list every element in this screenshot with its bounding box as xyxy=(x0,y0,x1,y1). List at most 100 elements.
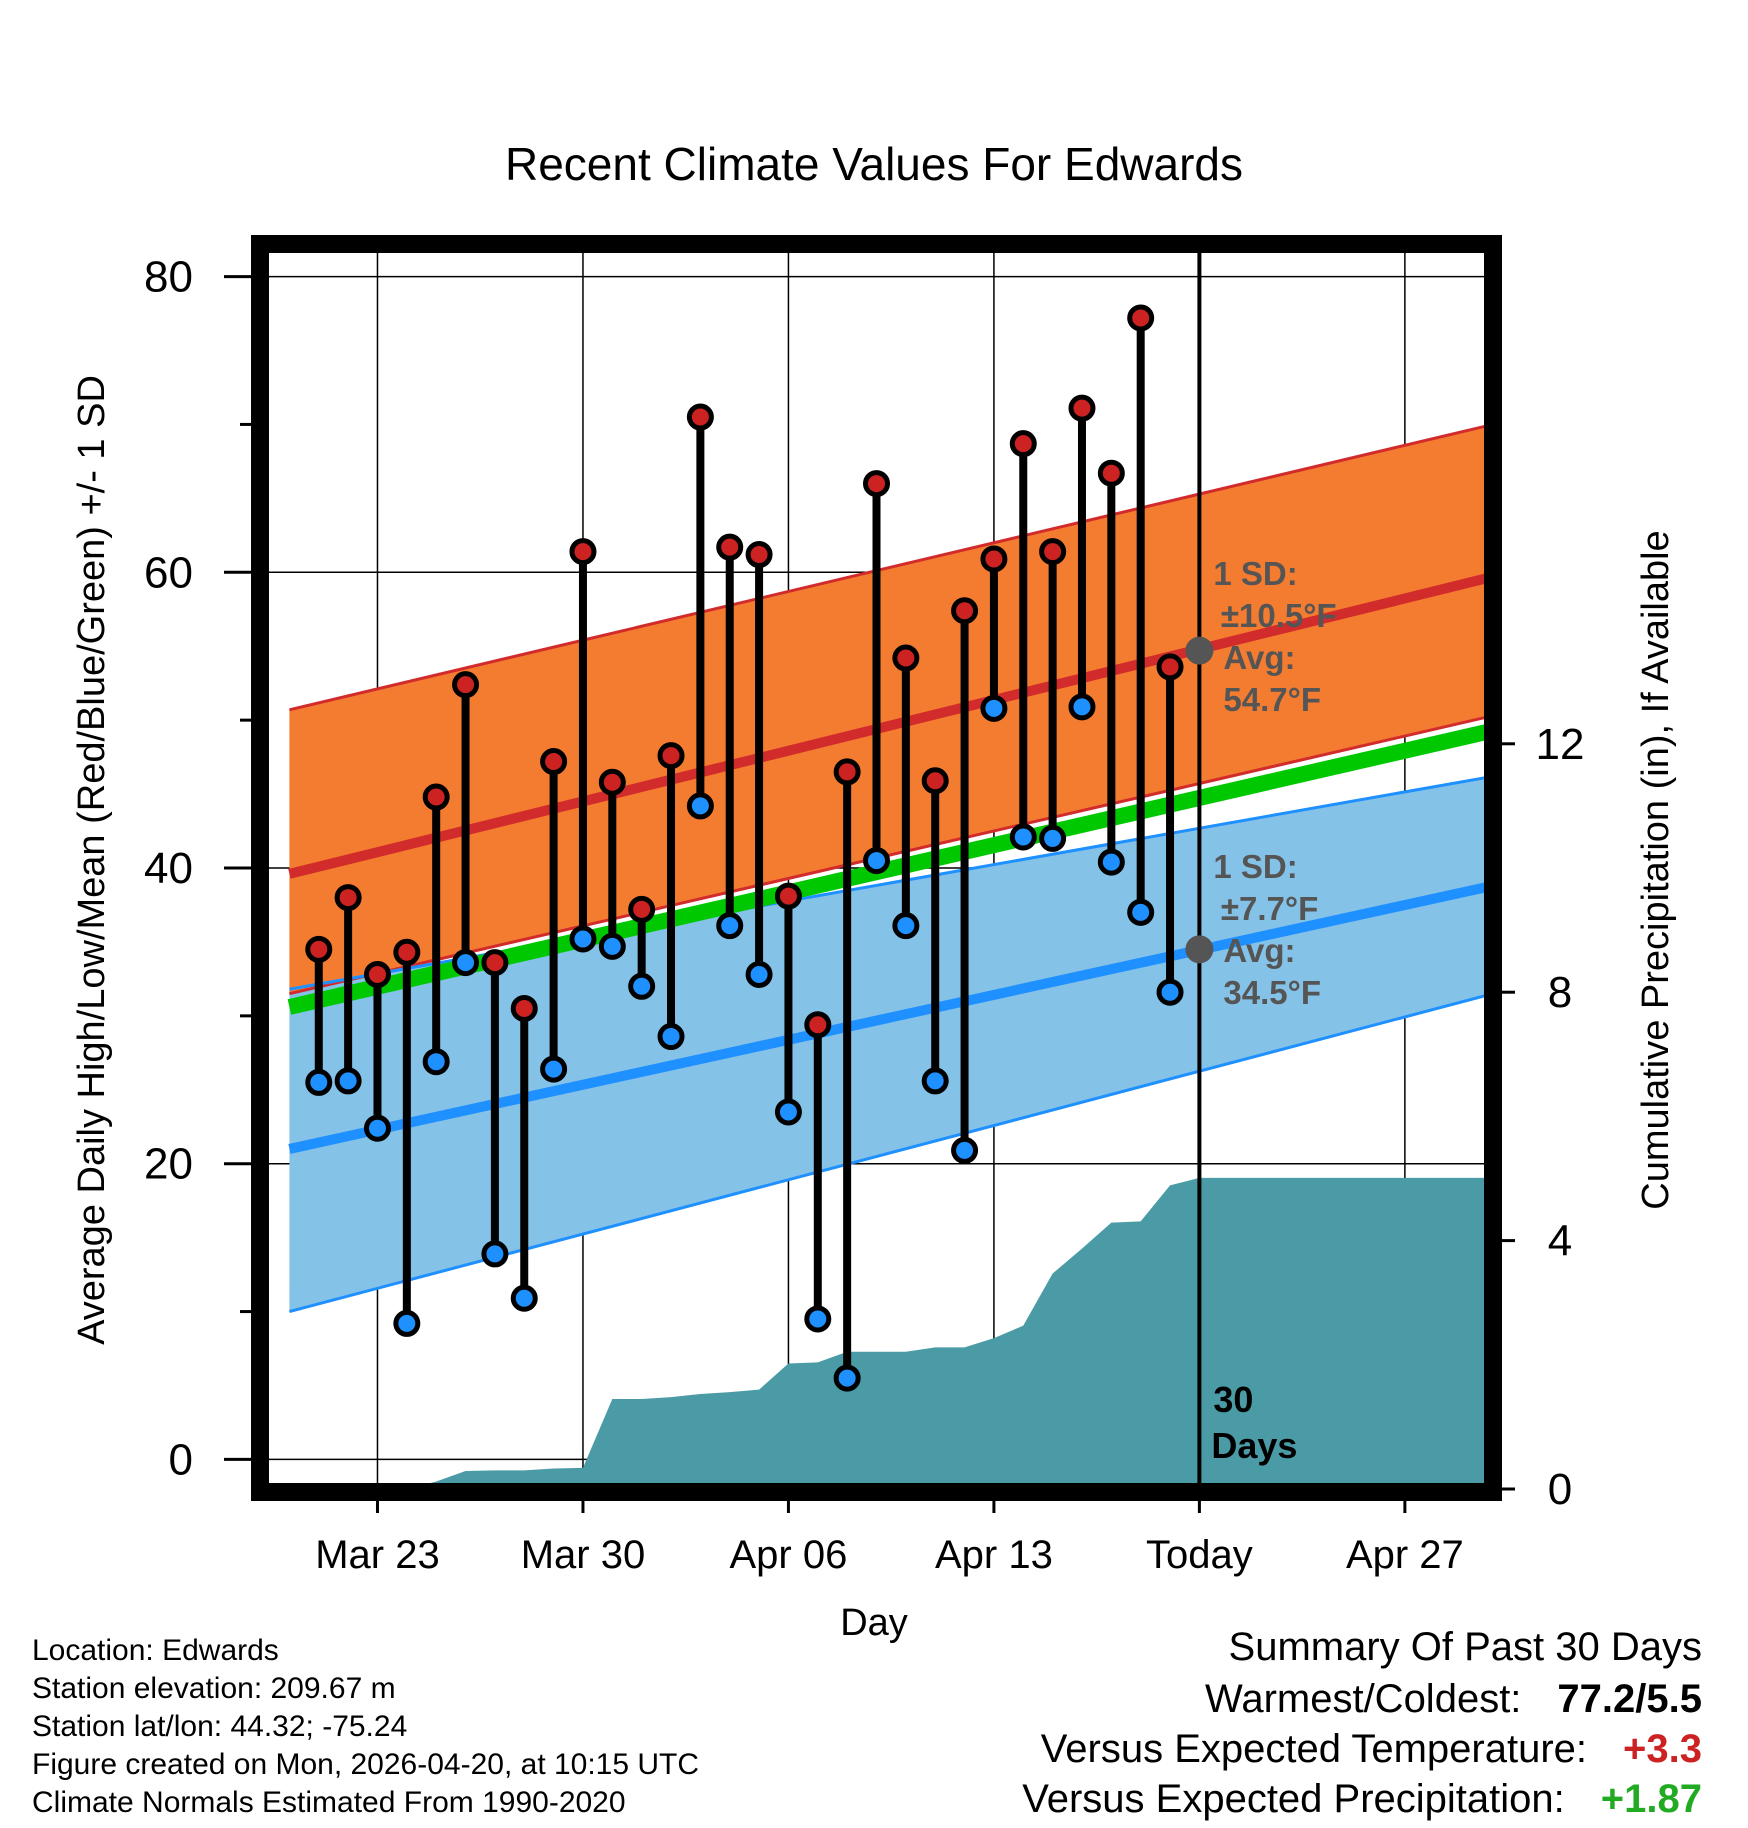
high-point xyxy=(628,895,656,923)
high-point xyxy=(863,470,890,498)
low-annotation-line: ±7.7°F xyxy=(1221,890,1318,927)
high-point xyxy=(510,994,538,1022)
high-annotation-line: 1 SD: xyxy=(1213,555,1297,592)
temperature-value: +3.3 xyxy=(1623,1727,1702,1771)
low-point xyxy=(921,1067,949,1095)
high-point xyxy=(334,884,362,912)
high-point xyxy=(892,644,920,672)
low-point xyxy=(716,912,744,940)
low-point xyxy=(686,792,714,820)
plot-area: 1 SD: ±10.5°F Avg: 54.7°F 1 SD: ±7.7°F Avg: 34.… xyxy=(263,247,1490,1489)
info-latlon: Station lat/lon: 44.32; -75.24 xyxy=(32,1710,408,1743)
high-point xyxy=(305,935,333,963)
high-point xyxy=(1009,430,1037,458)
plot-content: 1 SD: ±10.5°F Avg: 54.7°F 1 SD: ±7.7°F Avg: 34.… xyxy=(263,247,1490,1489)
summary-title: Summary Of Past 30 Days xyxy=(1228,1625,1702,1669)
info-elevation: Station elevation: 209.67 m xyxy=(32,1672,396,1705)
low-point xyxy=(598,932,626,960)
low-point xyxy=(334,1067,362,1095)
x-tick-label: Apr 06 xyxy=(730,1533,848,1577)
low-point xyxy=(657,1023,685,1051)
precipitation-area xyxy=(289,1177,1490,1489)
y-tick-label-left: 60 xyxy=(144,548,193,597)
high-point xyxy=(833,758,861,786)
low-point xyxy=(774,1098,802,1126)
high-point xyxy=(804,1011,832,1039)
precipitation-value: +1.87 xyxy=(1600,1777,1702,1821)
y-tick-label-right: 12 xyxy=(1536,720,1585,769)
station-info: Location: Edwards Station elevation: 209… xyxy=(32,1632,699,1822)
normal-high-line xyxy=(288,572,1490,879)
high-point xyxy=(951,597,979,625)
high-point xyxy=(481,949,509,977)
x-tick-label: Apr 13 xyxy=(935,1533,1053,1577)
summary-warmest-coldest: Warmest/Coldest: 77.2/5.5 xyxy=(1205,1677,1702,1722)
low-point xyxy=(1097,848,1125,876)
high-point xyxy=(774,882,802,910)
low-point xyxy=(1009,823,1037,851)
high-annotation-line: Avg: xyxy=(1223,639,1295,676)
low-point xyxy=(305,1068,333,1096)
x-tick-label: Mar 23 xyxy=(315,1533,440,1577)
low-annotation-line: 1 SD: xyxy=(1213,848,1297,885)
low-point xyxy=(1039,824,1067,852)
window-days-label: Days xyxy=(1211,1425,1297,1466)
today-high-avg-marker xyxy=(1185,636,1214,665)
info-created: Figure created on Mon, 2026-04-20, at 10… xyxy=(32,1748,700,1781)
low-point xyxy=(863,847,890,875)
y-tick-label-left: 20 xyxy=(144,1140,193,1189)
low-point xyxy=(569,925,597,953)
high-point xyxy=(921,767,949,795)
y-tick-label-left: 40 xyxy=(144,844,193,893)
high-point xyxy=(686,403,714,431)
high-point xyxy=(393,938,421,966)
axes: 0 20 40 60 80 0 4 8 12 Mar 23 Mar 30 Apr 06 Apr 13 To… xyxy=(144,235,1585,1577)
high-annotation-line: 54.7°F xyxy=(1223,681,1321,718)
high-point xyxy=(569,538,597,566)
warmest-coldest-value: 77.2/5.5 xyxy=(1557,1677,1702,1721)
high-point xyxy=(1039,538,1067,566)
x-axis-label: Day xyxy=(840,1602,908,1644)
high-point xyxy=(363,960,391,988)
high-point xyxy=(598,768,626,796)
low-annotation-line: 34.5°F xyxy=(1223,974,1321,1011)
high-sd-upper-edge xyxy=(289,423,1490,712)
today-low-avg-marker xyxy=(1185,935,1214,964)
low-point xyxy=(745,960,773,988)
x-tick-label: Mar 30 xyxy=(521,1533,646,1577)
high-point xyxy=(422,783,450,811)
low-point xyxy=(422,1048,450,1076)
high-point xyxy=(716,533,744,561)
low-point xyxy=(452,949,480,977)
high-point xyxy=(1156,653,1184,681)
high-point xyxy=(1097,459,1125,487)
low-point xyxy=(628,972,656,1000)
high-sd-lower-edge xyxy=(289,714,1490,996)
low-point xyxy=(804,1305,832,1333)
x-tick-label: Today xyxy=(1146,1533,1253,1577)
low-point xyxy=(481,1240,509,1268)
chart-title: Recent Climate Values For Edwards xyxy=(505,138,1243,190)
x-tick-label: Apr 27 xyxy=(1346,1533,1464,1577)
low-point xyxy=(1127,898,1155,926)
low-point xyxy=(980,694,1008,722)
high-point xyxy=(540,748,568,776)
summary-precipitation: Versus Expected Precipitation: +1.87 xyxy=(1022,1777,1702,1822)
plot-frame xyxy=(251,235,1502,1501)
y-tick-label-left: 80 xyxy=(144,253,193,302)
low-point xyxy=(510,1284,538,1312)
y-tick-label-right: 4 xyxy=(1548,1217,1572,1266)
summary-temperature: Versus Expected Temperature: +3.3 xyxy=(1041,1727,1702,1772)
low-point xyxy=(393,1309,421,1337)
low-point xyxy=(833,1364,861,1392)
low-point xyxy=(1068,693,1096,721)
normal-low-line xyxy=(288,881,1490,1154)
high-point xyxy=(980,545,1008,573)
high-point xyxy=(745,541,773,569)
low-point xyxy=(1156,978,1184,1006)
y-axis-label-left: Average Daily High/Low/Mean (Red/Blue/Gr… xyxy=(71,375,113,1345)
low-point xyxy=(540,1055,568,1083)
precipitation-label: Versus Expected Precipitation: xyxy=(1022,1777,1565,1821)
high-sd-band xyxy=(289,425,1490,994)
